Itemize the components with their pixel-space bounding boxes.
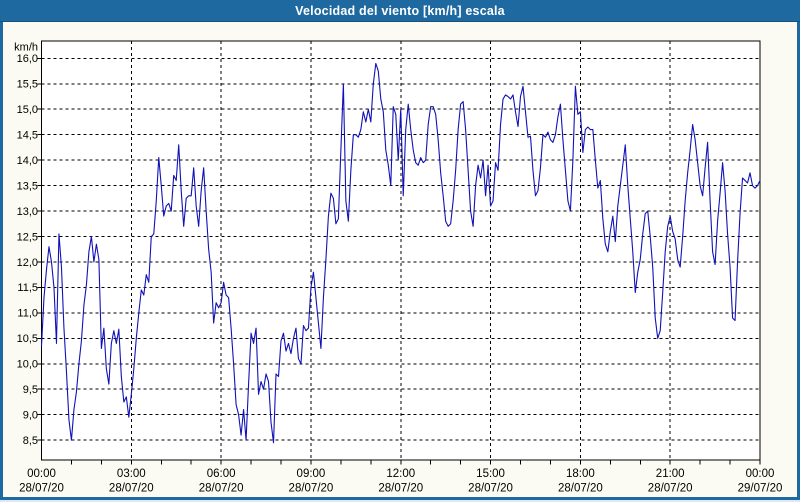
x-tick-date-label: 28/07/20 [468,483,513,495]
x-tick-time-label: 15:00 [476,468,505,480]
x-tick-date-label: 28/07/20 [19,483,64,495]
x-tick-time-label: 00:00 [746,468,775,480]
window-titlebar[interactable]: Velocidad del viento [km/h] escala [0,0,800,22]
x-tick-date-label: 28/07/20 [199,483,244,495]
x-tick-time-label: 00:00 [27,468,56,480]
y-tick-label: 9,5 [23,384,38,396]
y-tick-label: 12,0 [17,257,38,269]
x-tick-time-label: 21:00 [656,468,685,480]
y-tick-label: 9,0 [23,409,38,421]
y-axis-unit-label: km/h [14,41,38,53]
x-tick-time-label: 18:00 [566,468,595,480]
wind-speed-line [40,62,761,444]
y-tick-label: 12,5 [17,231,38,243]
x-tick-date-label: 28/07/20 [378,483,423,495]
y-tick-label: 16,0 [17,53,38,65]
y-tick-label: 11,5 [17,282,38,294]
x-tick-date-label: 28/07/20 [289,483,334,495]
y-tick-label: 14,5 [17,129,38,141]
x-tick-date-label: 29/07/20 [738,483,783,495]
y-tick-label: 13,5 [17,180,38,192]
chart-title: Velocidad del viento [km/h] escala [295,3,505,18]
y-tick-label: 10,5 [17,333,38,345]
y-tick-label: 8,5 [23,435,38,447]
x-tick-date-label: 28/07/20 [648,483,693,495]
x-tick-date-label: 28/07/20 [558,483,603,495]
x-tick-time-label: 09:00 [297,468,326,480]
y-tick-label: 13,0 [17,206,38,218]
chart-container: 16,0 15,5 15,0 14,5 14,0 13,5 13,0 12,5 12,0 11,5… [3,22,797,497]
y-tick-label: 10,0 [17,359,38,371]
x-tick-time-label: 12:00 [386,468,415,480]
x-tick-date-label: 28/07/20 [109,483,154,495]
wind-speed-chart: 16,0 15,5 15,0 14,5 14,0 13,5 13,0 12,5 12,0 11,5… [14,40,783,495]
y-tick-label: 11,0 [17,308,38,320]
y-tick-label: 15,5 [17,79,38,91]
y-tick-label: 15,0 [17,104,38,116]
x-tick-time-label: 03:00 [117,468,146,480]
y-tick-label: 14,0 [17,155,38,167]
x-tick-time-label: 06:00 [207,468,236,480]
